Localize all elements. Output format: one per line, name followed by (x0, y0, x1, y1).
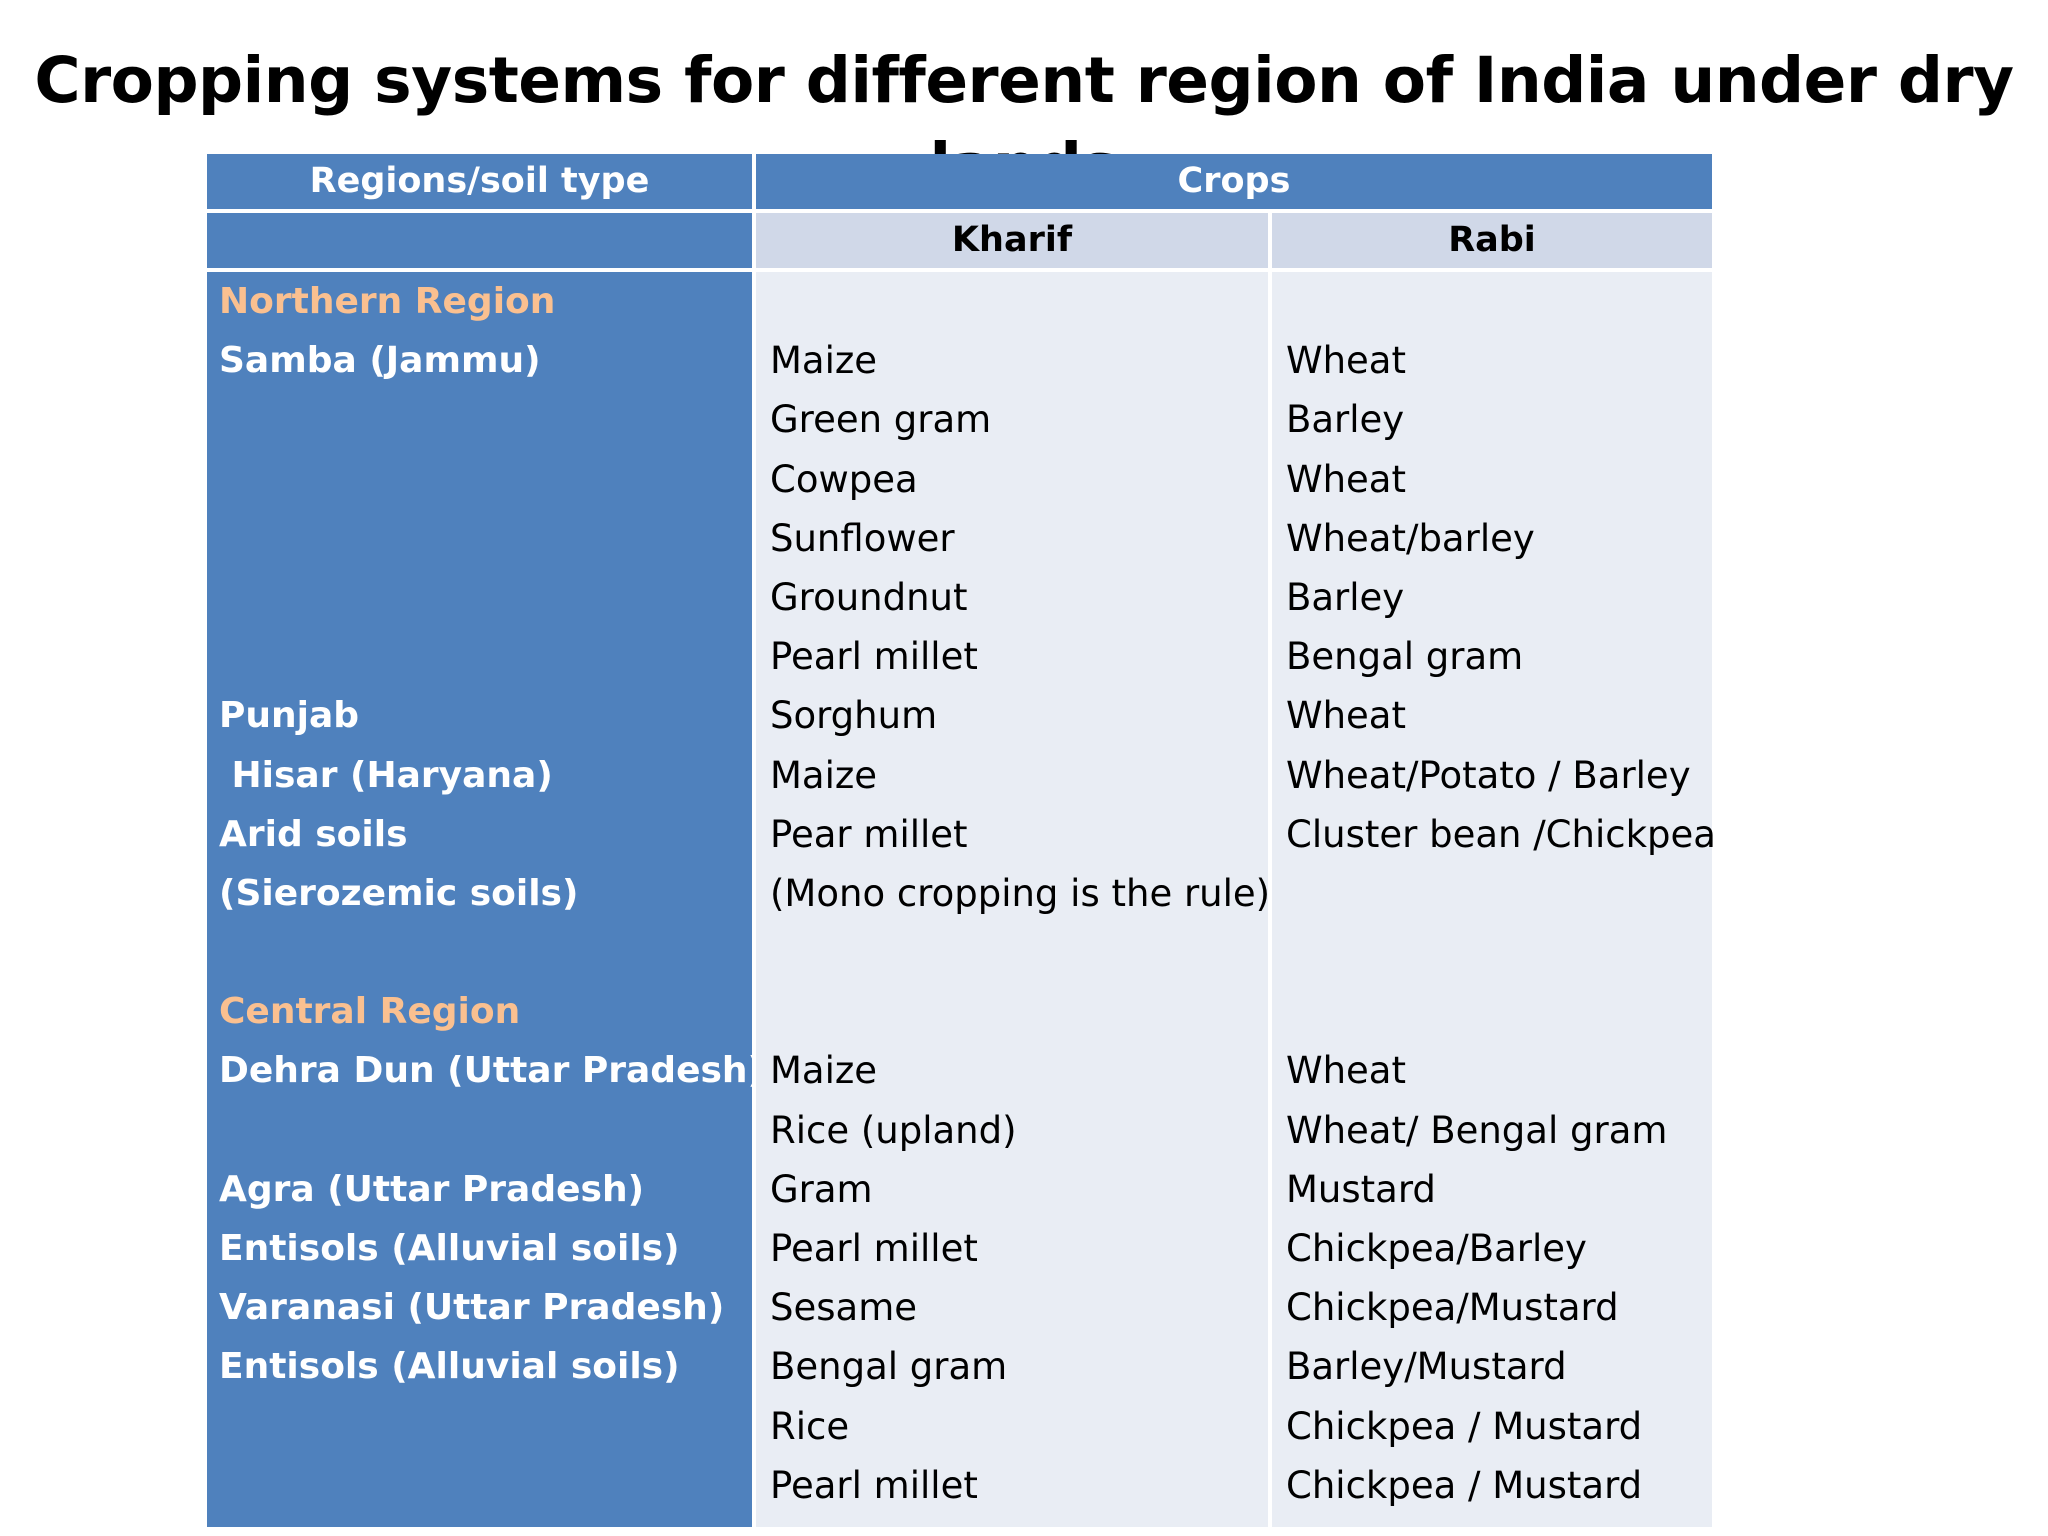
rabi-cell (1286, 923, 1716, 982)
region-cell: Hisar (Haryana) (219, 754, 553, 796)
kharif-column: Maize Green gram Cowpea Sunflower Groundnut P… (756, 272, 1270, 1527)
regions-column: Northern Region Samba (Jammu) Punjab Hisar… (207, 272, 764, 1527)
region-cell: Arid soils (219, 813, 408, 855)
region-cell (219, 1101, 764, 1160)
rabi-cell: Bengal gram (1286, 635, 1524, 679)
cropping-systems-table: Regions/soil type Crops Kharif Rabi Nort… (207, 154, 1716, 1527)
kharif-list: Maize Green gram Cowpea Sunflower Groundnut P… (770, 272, 1270, 1515)
rabi-cell: Barley (1286, 398, 1405, 442)
header-crops: Crops (756, 154, 1712, 209)
region-cell (219, 509, 764, 568)
kharif-cell: Cowpea (770, 457, 918, 501)
kharif-cell: Pearl millet (770, 1227, 978, 1270)
rabi-cell: Wheat (1286, 457, 1406, 501)
region-cell: Dehra Dun (Uttar Pradesh) (219, 1050, 764, 1092)
rabi-cell: Chickpea/Mustard (1286, 1286, 1619, 1330)
kharif-cell (770, 923, 1270, 982)
kharif-cell: (Mono cropping is the rule) (770, 871, 1271, 915)
kharif-cell: Bengal gram (770, 1345, 1008, 1389)
kharif-cell: Maize (770, 1049, 878, 1093)
rabi-cell: Barley/Mustard (1286, 1345, 1567, 1389)
rabi-cell: Wheat/barley (1286, 516, 1535, 560)
kharif-cell: Pearl millet (770, 1463, 978, 1507)
region-cell (219, 1456, 764, 1515)
header-regions: Regions/soil type (207, 154, 752, 209)
rabi-cell: Wheat (1286, 1049, 1406, 1093)
region-heading: Central Region (219, 991, 521, 1033)
header-rabi: Rabi (1272, 213, 1712, 268)
region-cell (219, 627, 764, 686)
subheader-blank (207, 213, 752, 268)
region-cell (219, 1397, 764, 1456)
rabi-cell: Wheat (1286, 339, 1406, 383)
rabi-list: Wheat Barley Wheat Wheat/barley Barley Bengal… (1286, 272, 1716, 1515)
region-cell: Entisols (Alluvial soils) (219, 1346, 680, 1388)
kharif-cell: Pear millet (770, 812, 968, 856)
kharif-cell: Sunflower (770, 516, 955, 560)
rabi-cell: Wheat/Potato / Barley (1286, 753, 1691, 797)
kharif-cell (770, 982, 1270, 1041)
region-cell: Punjab (219, 695, 360, 737)
region-cell (219, 923, 764, 982)
kharif-cell: Maize (770, 753, 878, 797)
rabi-cell: Chickpea/Barley (1286, 1227, 1587, 1270)
kharif-cell: Green gram (770, 398, 992, 442)
region-cell: (Sierozemic soils) (219, 872, 579, 914)
rabi-cell: Wheat (1286, 694, 1406, 738)
region-cell: Samba (Jammu) (219, 340, 541, 382)
kharif-cell (770, 272, 1270, 331)
region-cell (219, 450, 764, 509)
kharif-cell: Rice (upland) (770, 1108, 1017, 1152)
region-cell (219, 568, 764, 627)
kharif-cell: Sesame (770, 1286, 918, 1330)
rabi-cell: Chickpea / Mustard (1286, 1404, 1643, 1448)
rabi-column: Wheat Barley Wheat Wheat/barley Barley Bengal… (1272, 272, 1716, 1527)
kharif-cell: Pearl millet (770, 635, 978, 679)
region-cell: Agra (Uttar Pradesh) (219, 1168, 645, 1210)
region-heading: Northern Region (219, 281, 556, 322)
kharif-cell: Maize (770, 339, 878, 383)
rabi-cell: Barley (1286, 575, 1405, 619)
kharif-cell: Gram (770, 1167, 873, 1211)
kharif-cell: Groundnut (770, 575, 968, 619)
rabi-cell: Chickpea / Mustard (1286, 1463, 1643, 1507)
regions-list: Northern Region Samba (Jammu) Punjab Hisar… (219, 272, 764, 1515)
region-cell: Entisols (Alluvial soils) (219, 1228, 680, 1269)
rabi-cell (1286, 864, 1716, 923)
region-cell (219, 390, 764, 449)
rabi-cell (1286, 982, 1716, 1041)
header-kharif: Kharif (756, 213, 1268, 268)
rabi-cell: Wheat/ Bengal gram (1286, 1108, 1668, 1152)
kharif-cell: Rice (770, 1404, 850, 1448)
rabi-cell: Mustard (1286, 1167, 1436, 1211)
kharif-cell: Sorghum (770, 694, 938, 738)
region-cell: Varanasi (Uttar Pradesh) (219, 1287, 725, 1329)
rabi-cell (1286, 272, 1716, 331)
rabi-cell: Cluster bean /Chickpea (1286, 812, 1716, 856)
